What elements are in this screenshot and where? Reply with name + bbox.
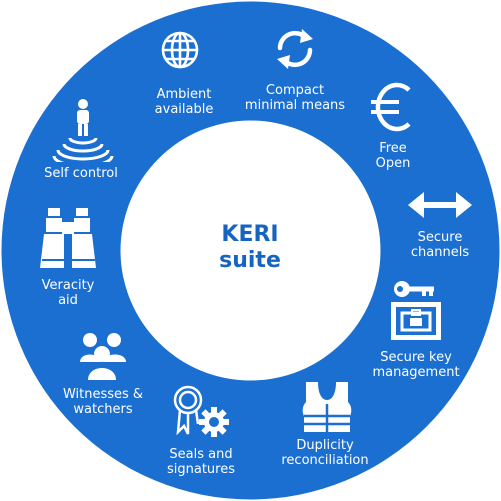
item-free-label: Free Open	[375, 141, 411, 171]
center-title: KERI suite	[219, 222, 281, 274]
item-self-control-label: Self control	[44, 166, 118, 181]
item-duplicity-label: Duplicity reconciliation	[281, 438, 369, 468]
item-seals-label: Seals and signatures	[166, 447, 236, 477]
item-ambient-label: Ambient available	[154, 87, 214, 117]
item-key-mgmt-label: Secure key management	[372, 350, 460, 380]
center-title-line2: suite	[219, 248, 281, 273]
person-signal-icon	[52, 99, 114, 162]
item-witnesses-label: Witnesses & watchers	[62, 387, 144, 417]
key-safe-icon	[391, 281, 441, 340]
globe-icon	[161, 31, 199, 69]
item-compact-label: Compact minimal means	[244, 83, 346, 113]
item-veracity-label: Veracity aid	[41, 278, 95, 308]
seal-gear-icon	[173, 385, 229, 437]
binoculars-icon	[40, 208, 96, 268]
double-arrow-icon	[408, 192, 472, 218]
item-channels-label: Secure channels	[410, 230, 470, 260]
people-group-icon	[80, 333, 126, 380]
center-title-line1: KERI	[221, 222, 279, 247]
life-vest-icon	[302, 382, 352, 432]
recycle-arrows-icon	[277, 29, 313, 69]
euro-icon	[371, 82, 411, 132]
